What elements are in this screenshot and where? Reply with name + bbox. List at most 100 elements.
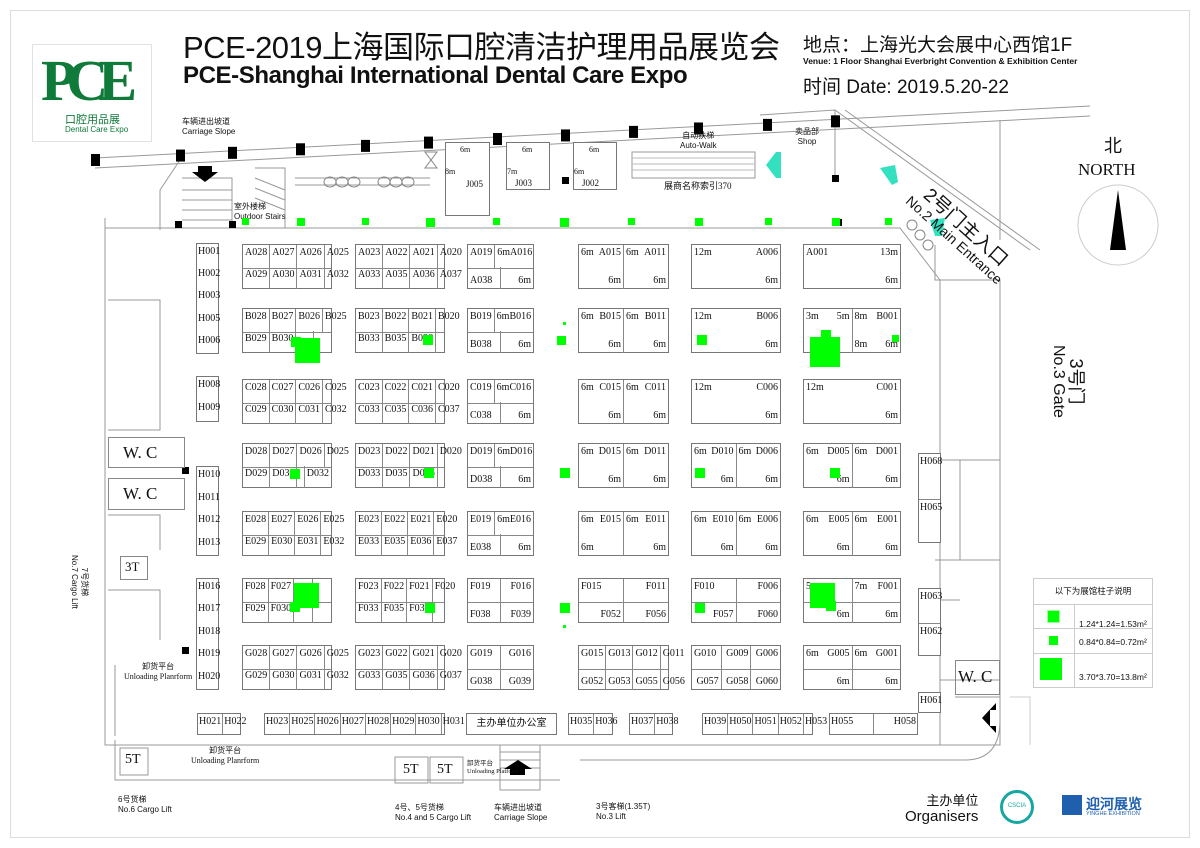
booth-E033[interactable]: E033 [356,533,383,556]
booth-F035[interactable]: F035 [382,600,408,623]
booth-G060[interactable]: G060 [751,668,780,691]
booth-dimension[interactable]: 6m [804,465,853,488]
booth-B028[interactable]: B028 [243,309,270,332]
booth-G031[interactable]: G031 [297,667,325,690]
booth-B001[interactable]: 8m B001 [853,309,901,332]
booth-H019[interactable]: H019 [198,648,221,660]
booth-G039[interactable]: G039 [501,668,533,691]
booth-E037[interactable]: E037 [434,534,459,557]
booth-H038[interactable]: H038 [656,716,679,727]
booth-F028[interactable]: F028 [243,579,269,602]
booth-G033[interactable]: G033 [356,667,384,690]
booth-B016[interactable]: 6m B016 [495,309,533,332]
booth-G053[interactable]: G053 [606,667,634,690]
booth-G058[interactable]: G058 [722,667,752,690]
booth-dimension[interactable]: 6m [804,267,900,290]
booth-H068[interactable]: H068 [920,456,943,467]
booth-H031[interactable]: H031 [442,716,465,727]
booth-C030[interactable]: C030 [270,401,297,424]
booth-H051[interactable]: H051 [753,714,779,734]
booth-B021[interactable]: B021 [409,309,437,332]
booth-C015[interactable]: 6m C015 [579,380,624,403]
booth-H022[interactable]: H022 [224,716,247,727]
booth-C011[interactable]: 6m C011 [624,380,668,403]
booth-H062[interactable]: H062 [919,623,942,657]
booth-G026[interactable]: G026 [297,646,325,669]
booth-H050[interactable]: H050 [728,714,754,734]
booth-A020[interactable]: A020 [438,245,464,268]
booth-H008[interactable]: H008 [198,379,221,390]
booth-C022[interactable]: C022 [383,380,410,403]
booth-F033[interactable]: F033 [356,600,382,623]
booth-G030[interactable]: G030 [270,667,298,690]
booth-G015[interactable]: G015 [579,646,607,669]
booth-E016[interactable]: 6m E016 [495,512,533,535]
booth-dimension[interactable]: 6m [579,401,624,424]
booth-F011[interactable]: F011 [624,579,668,602]
booth-G027[interactable]: G027 [270,646,298,669]
booth-dimension[interactable]: 6m [624,466,668,489]
booth-D028[interactable]: D028 [243,444,271,467]
booth-D036[interactable]: D036 [410,465,438,488]
booth-dimension[interactable]: 6m [624,267,668,290]
booth-C029[interactable]: C029 [243,401,270,424]
booth-F038[interactable]: F038 [468,600,501,623]
booth-G055[interactable]: G055 [633,667,661,690]
booth-F006[interactable]: F006 [737,579,781,602]
booth-dimension[interactable]: 6m [853,534,901,557]
booth-E005[interactable]: 6m E005 [804,512,853,535]
booth-C038[interactable]: C038 [468,401,501,424]
booth-C027[interactable]: C027 [270,380,297,403]
booth-H063[interactable]: H063 [920,591,943,602]
booth-A026[interactable]: A026 [297,245,325,268]
booth-E015[interactable]: 6m E015 [579,512,624,535]
booth-H065[interactable]: H065 [919,499,942,544]
booth-F056[interactable]: F056 [624,601,668,624]
booth-G011[interactable]: G011 [661,646,687,669]
booth-F023[interactable]: F023 [356,579,382,602]
booth-H055[interactable]: H055 [830,714,874,734]
booth-E023[interactable]: E023 [356,512,383,535]
booth-H028[interactable]: H028 [366,714,392,734]
booth-D010[interactable]: 6m D010 [692,444,737,467]
booth-C036[interactable]: C036 [409,401,437,424]
booth-J002[interactable]: 6m 6m J002 [573,142,617,190]
booth-dimension[interactable]: 6m [501,402,533,425]
booth-dimension[interactable]: 6m [501,331,533,354]
booth-A025[interactable]: A025 [325,245,351,268]
booth-E001[interactable]: 6m E001 [853,512,901,535]
booth-D015[interactable]: 6m D015 [579,444,624,467]
booth-F020[interactable]: F020 [433,579,458,602]
booth-B025[interactable]: B025 [323,309,349,332]
booth-A031[interactable]: A031 [297,266,325,289]
booth-E030[interactable]: E030 [269,533,296,556]
booth-H006[interactable]: H006 [198,334,221,346]
booth-B026[interactable]: B026 [296,309,324,332]
booth-G028[interactable]: G028 [243,646,271,669]
booth-dimension[interactable]: 6m [579,533,624,556]
booth-dimension[interactable]: 6m [501,466,533,489]
booth-E036[interactable]: E036 [408,533,435,556]
booth-F027[interactable]: F027 [269,579,295,602]
booth-E027[interactable]: E027 [269,512,296,535]
booth-E026[interactable]: E026 [295,512,322,535]
booth-D033[interactable]: D033 [356,465,384,488]
booth-D006[interactable]: 6m D006 [737,444,781,467]
booth-G020[interactable]: G020 [438,646,464,669]
booth-B022[interactable]: B022 [383,309,410,332]
booth-A016[interactable]: 6m A016 [495,245,534,268]
booth-cell[interactable] [436,331,444,354]
booth-F019[interactable]: F019 [468,579,501,602]
booth-A023[interactable]: A023 [356,245,384,268]
booth-H017[interactable]: H017 [198,603,221,615]
booth-dimension[interactable]: 6m [501,534,533,557]
booth-C021[interactable]: C021 [409,380,437,403]
booth-E010[interactable]: 6m E010 [692,512,737,535]
booth-C026[interactable]: C026 [296,380,324,403]
booth-G025[interactable]: G025 [325,646,351,669]
booth-dimension[interactable]: 6m [579,266,624,289]
booth-dimension[interactable]: 6m [804,667,853,690]
booth-cell[interactable] [294,600,314,623]
booth-H002[interactable]: H002 [198,268,221,280]
booth-H053[interactable]: H053 [804,716,828,727]
